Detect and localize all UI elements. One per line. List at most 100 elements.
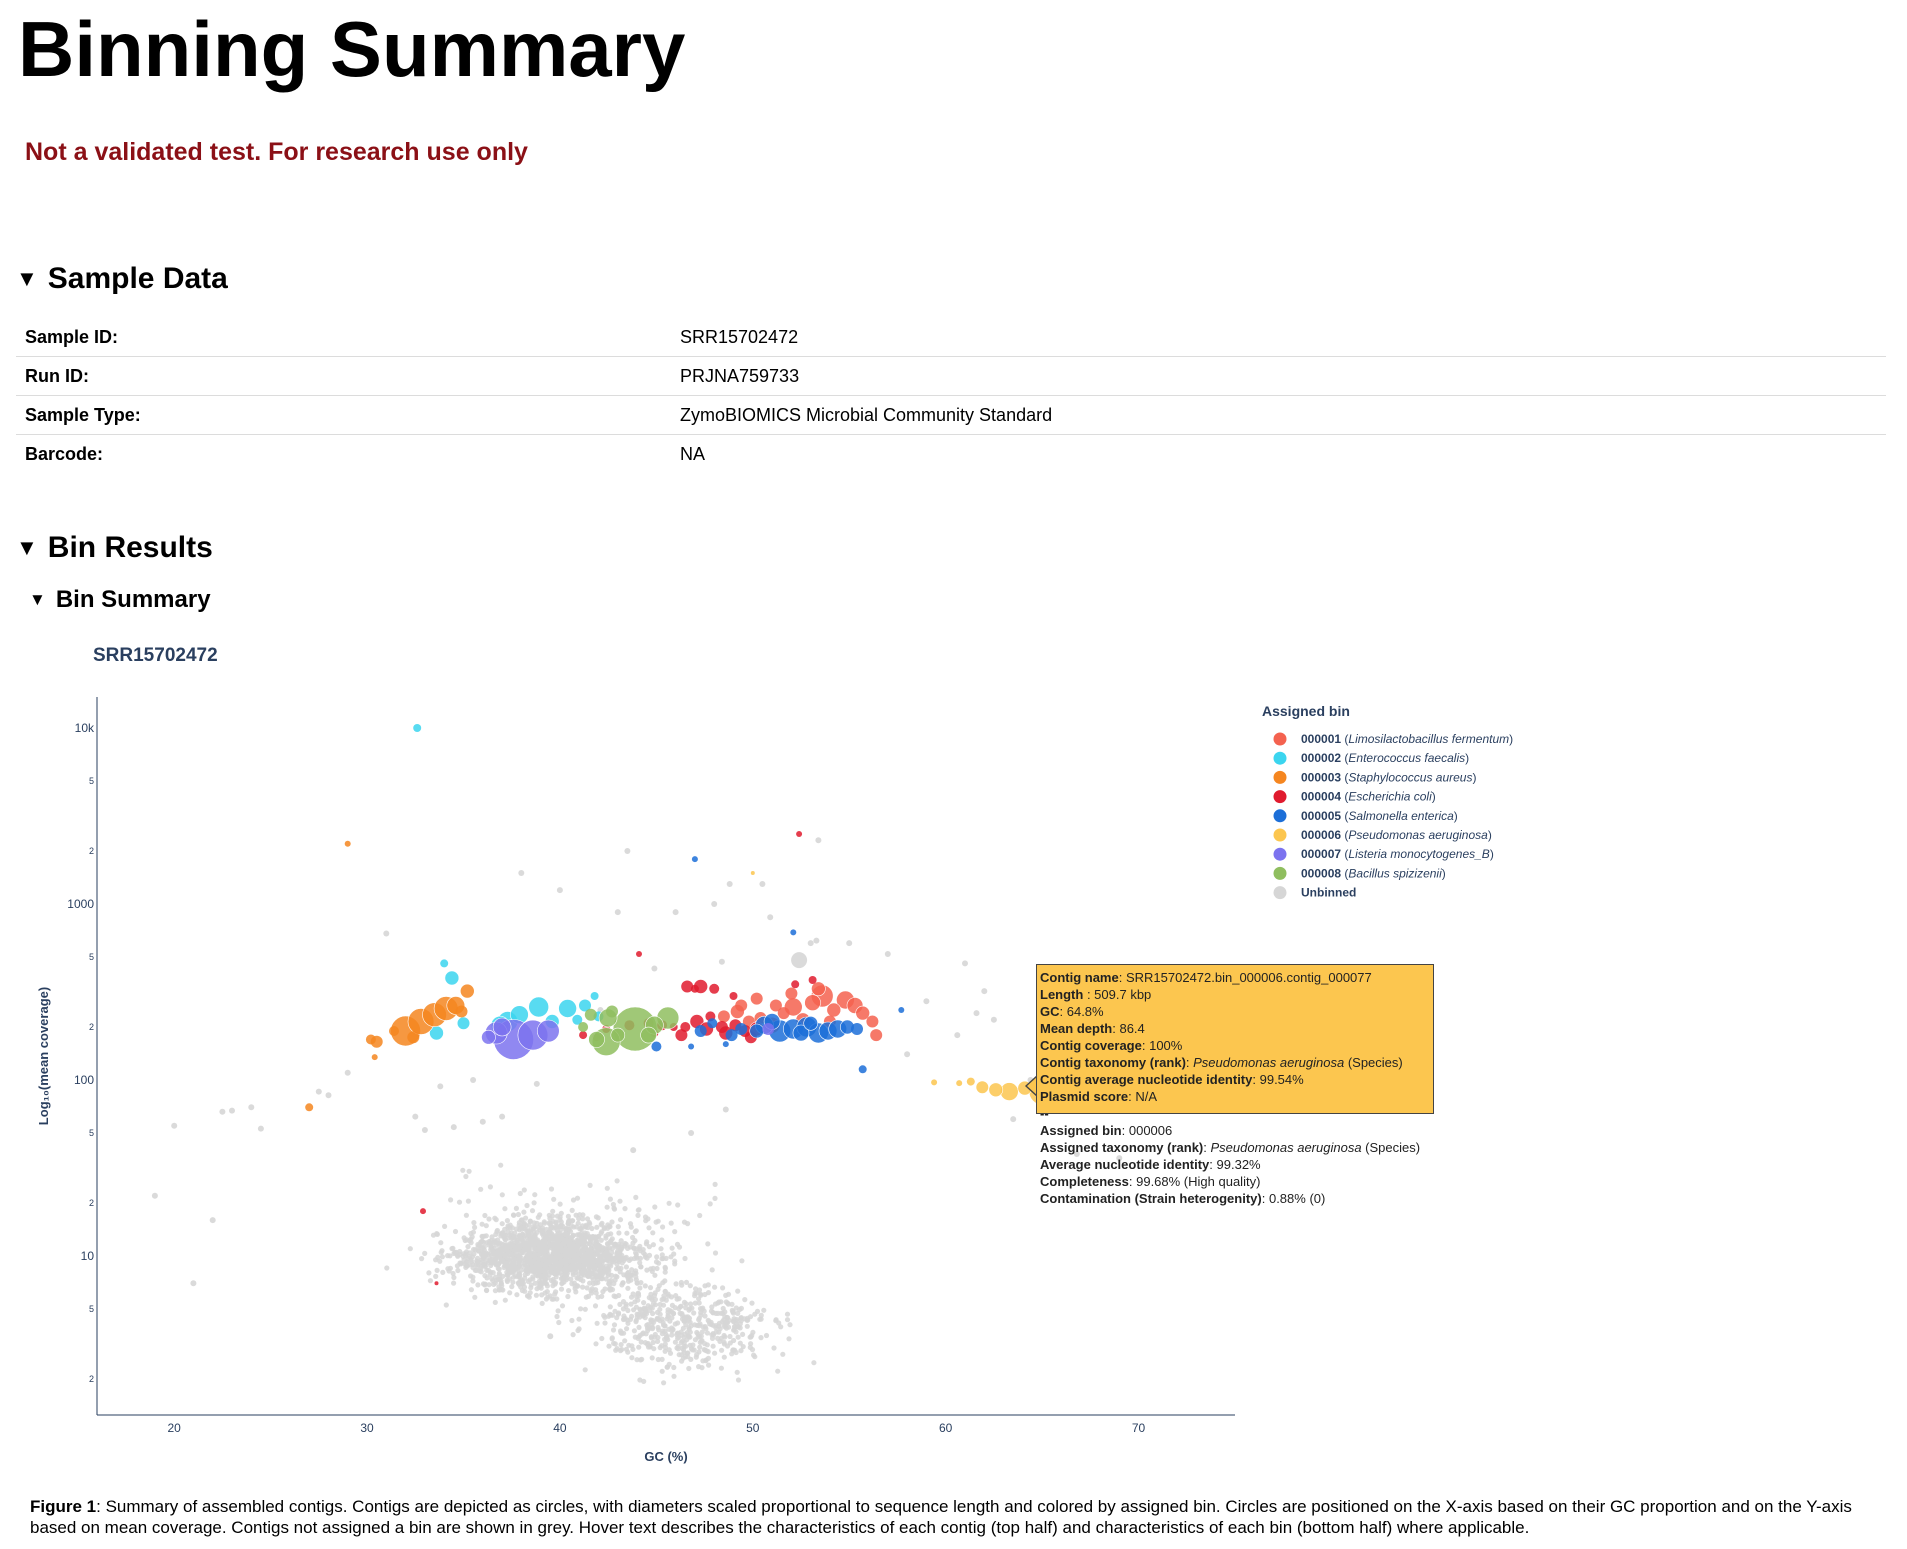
unbinned-contig-point <box>607 1304 613 1310</box>
unbinned-contig-point <box>443 1302 449 1308</box>
tooltip-separator: : <box>1059 1004 1067 1019</box>
legend-bin-id: 000001 <box>1301 732 1341 746</box>
unbinned-contig-point <box>525 1293 531 1299</box>
unbinned-contig-point <box>695 1334 701 1340</box>
unbinned-contig-point <box>784 1311 791 1317</box>
unbinned-contig-point <box>710 1331 716 1337</box>
unbinned-contig-point <box>209 1217 216 1224</box>
tooltip-separator: : <box>1128 1089 1136 1104</box>
unbinned-contig-point <box>609 1219 615 1225</box>
unbinned-contig-point <box>698 1338 704 1344</box>
unbinned-contig-point <box>532 1280 539 1286</box>
unbinned-contig-point <box>655 1316 662 1322</box>
contig-point <box>826 1002 842 1018</box>
legend-item-000003[interactable]: 000003 (Staphylococcus aureus) <box>1273 770 1477 784</box>
unbinned-contig-point <box>646 1244 653 1250</box>
unbinned-contig-point <box>502 1252 508 1258</box>
bin-summary-toggle[interactable]: ▼ Bin Summary <box>29 586 211 614</box>
unbinned-contig-point <box>636 1324 642 1330</box>
unbinned-contig-point <box>670 1327 676 1333</box>
legend-bin-id: 000003 <box>1301 770 1341 784</box>
bin-scatter-chart[interactable]: 20 30 40 50 60 70 10 100 1000 10k 2 5 2 5 2 5 2 5 GC (%) Lo… <box>0 0 1907 1480</box>
unbinned-contig-point <box>510 1279 516 1285</box>
unbinned-contig-point <box>682 1255 688 1262</box>
legend-item-000008[interactable]: 000008 (Bacillus spizizenii) <box>1273 866 1446 880</box>
unbinned-contig-point <box>643 1309 649 1315</box>
unbinned-contig-point <box>607 1239 613 1245</box>
sample-data-heading: Sample Data <box>47 262 228 295</box>
unbinned-contig-point <box>636 1334 642 1340</box>
tooltip-row: Length : 509.7 kbp <box>1040 986 1430 1003</box>
tooltip-value: N/A <box>1135 1089 1158 1104</box>
unbinned-contig-point <box>748 1341 754 1347</box>
unbinned-contig-point <box>557 1217 563 1223</box>
unbinned-contig-point <box>580 1216 586 1222</box>
unbinned-contig-point <box>500 1257 506 1263</box>
unbinned-contig-point <box>492 1299 498 1305</box>
tooltip-value: 86.4 <box>1119 1021 1145 1036</box>
unbinned-contig-point <box>596 1260 602 1266</box>
unbinned-contig-point <box>570 1272 576 1278</box>
sample-data-toggle[interactable]: ▼ Sample Data <box>16 262 228 296</box>
tooltip-row: Contig coverage: 100% <box>1040 1037 1430 1054</box>
contig-point <box>688 1043 695 1050</box>
contig-point <box>858 1065 867 1074</box>
unbinned-contig-point <box>737 1340 743 1346</box>
unbinned-contig-point <box>613 1273 619 1279</box>
unbinned-contig-point <box>518 870 525 876</box>
unbinned-contig-point <box>548 1186 555 1192</box>
unbinned-contig-point <box>679 1316 686 1322</box>
unbinned-contig-point <box>470 1229 476 1235</box>
unbinned-contig-point <box>685 1221 691 1227</box>
unbinned-contig-point <box>607 1196 614 1202</box>
legend-item-Unbinned[interactable]: Unbinned <box>1273 886 1357 900</box>
legend-paren: ) <box>1509 732 1513 746</box>
unbinned-contig-point <box>451 1280 457 1286</box>
bin-results-toggle[interactable]: ▼ Bin Results <box>16 531 213 565</box>
legend-item-000004[interactable]: 000004 (Escherichia coli) <box>1273 790 1436 804</box>
unbinned-contig-point <box>543 1296 550 1302</box>
legend-item-000002[interactable]: 000002 (Enterococcus faecalis) <box>1273 751 1470 765</box>
unbinned-contig-point <box>557 1242 564 1248</box>
unbinned-contig-point <box>229 1107 235 1114</box>
unbinned-contig-point <box>619 1242 625 1248</box>
unbinned-contig-point <box>954 1032 961 1039</box>
tooltip-label: Contig coverage <box>1040 1038 1142 1053</box>
unbinned-contig-point <box>521 1187 527 1193</box>
unbinned-contig-point <box>505 1266 511 1272</box>
unbinned-contig-point <box>560 1267 566 1273</box>
unbinned-contig-point <box>675 1346 681 1352</box>
unbinned-contig-point <box>1073 1151 1080 1157</box>
legend-item-000006[interactable]: 000006 (Pseudomonas aeruginosa) <box>1273 828 1492 842</box>
legend-paren: ) <box>1488 828 1492 842</box>
contig-point <box>455 1005 468 1018</box>
series-000002 <box>413 724 604 1041</box>
sample-data-key: Barcode: <box>16 434 671 473</box>
unbinned-contig-point <box>671 1364 677 1371</box>
unbinned-contig-point <box>499 1221 505 1227</box>
unbinned-contig-point <box>659 1237 665 1243</box>
unbinned-contig-point <box>668 1254 674 1260</box>
legend-item-000001[interactable]: 000001 (Limosilactobacillus fermentum) <box>1273 732 1514 746</box>
unbinned-contig-point <box>712 1250 719 1256</box>
unbinned-contig-point <box>548 1278 555 1284</box>
unbinned-contig-point <box>662 1265 669 1272</box>
tooltip-value: 99.32% <box>1216 1157 1261 1172</box>
legend-item-000007[interactable]: 000007 (Listeria monocytogenes_B) <box>1273 847 1494 861</box>
unbinned-contig-point <box>680 1355 686 1361</box>
unbinned-contig-point <box>685 1350 691 1356</box>
unbinned-contig-point <box>554 1313 560 1320</box>
unbinned-contig-point <box>668 1220 674 1226</box>
legend-paren: ) <box>1454 809 1458 823</box>
unbinned-contig-point <box>499 1230 505 1236</box>
legend-item-000005[interactable]: 000005 (Salmonella enterica) <box>1273 809 1458 823</box>
unbinned-contig-point <box>569 1234 575 1241</box>
tooltip-label: Plasmid score <box>1040 1089 1129 1104</box>
unbinned-contig-point <box>761 1307 767 1313</box>
unbinned-contig-point <box>669 1245 675 1251</box>
unbinned-contig-point <box>962 960 968 967</box>
contig-point <box>790 929 797 936</box>
unbinned-contig-point <box>715 1335 721 1341</box>
unbinned-contig-point <box>446 1268 452 1274</box>
tooltip-label: Assigned bin <box>1040 1123 1122 1138</box>
